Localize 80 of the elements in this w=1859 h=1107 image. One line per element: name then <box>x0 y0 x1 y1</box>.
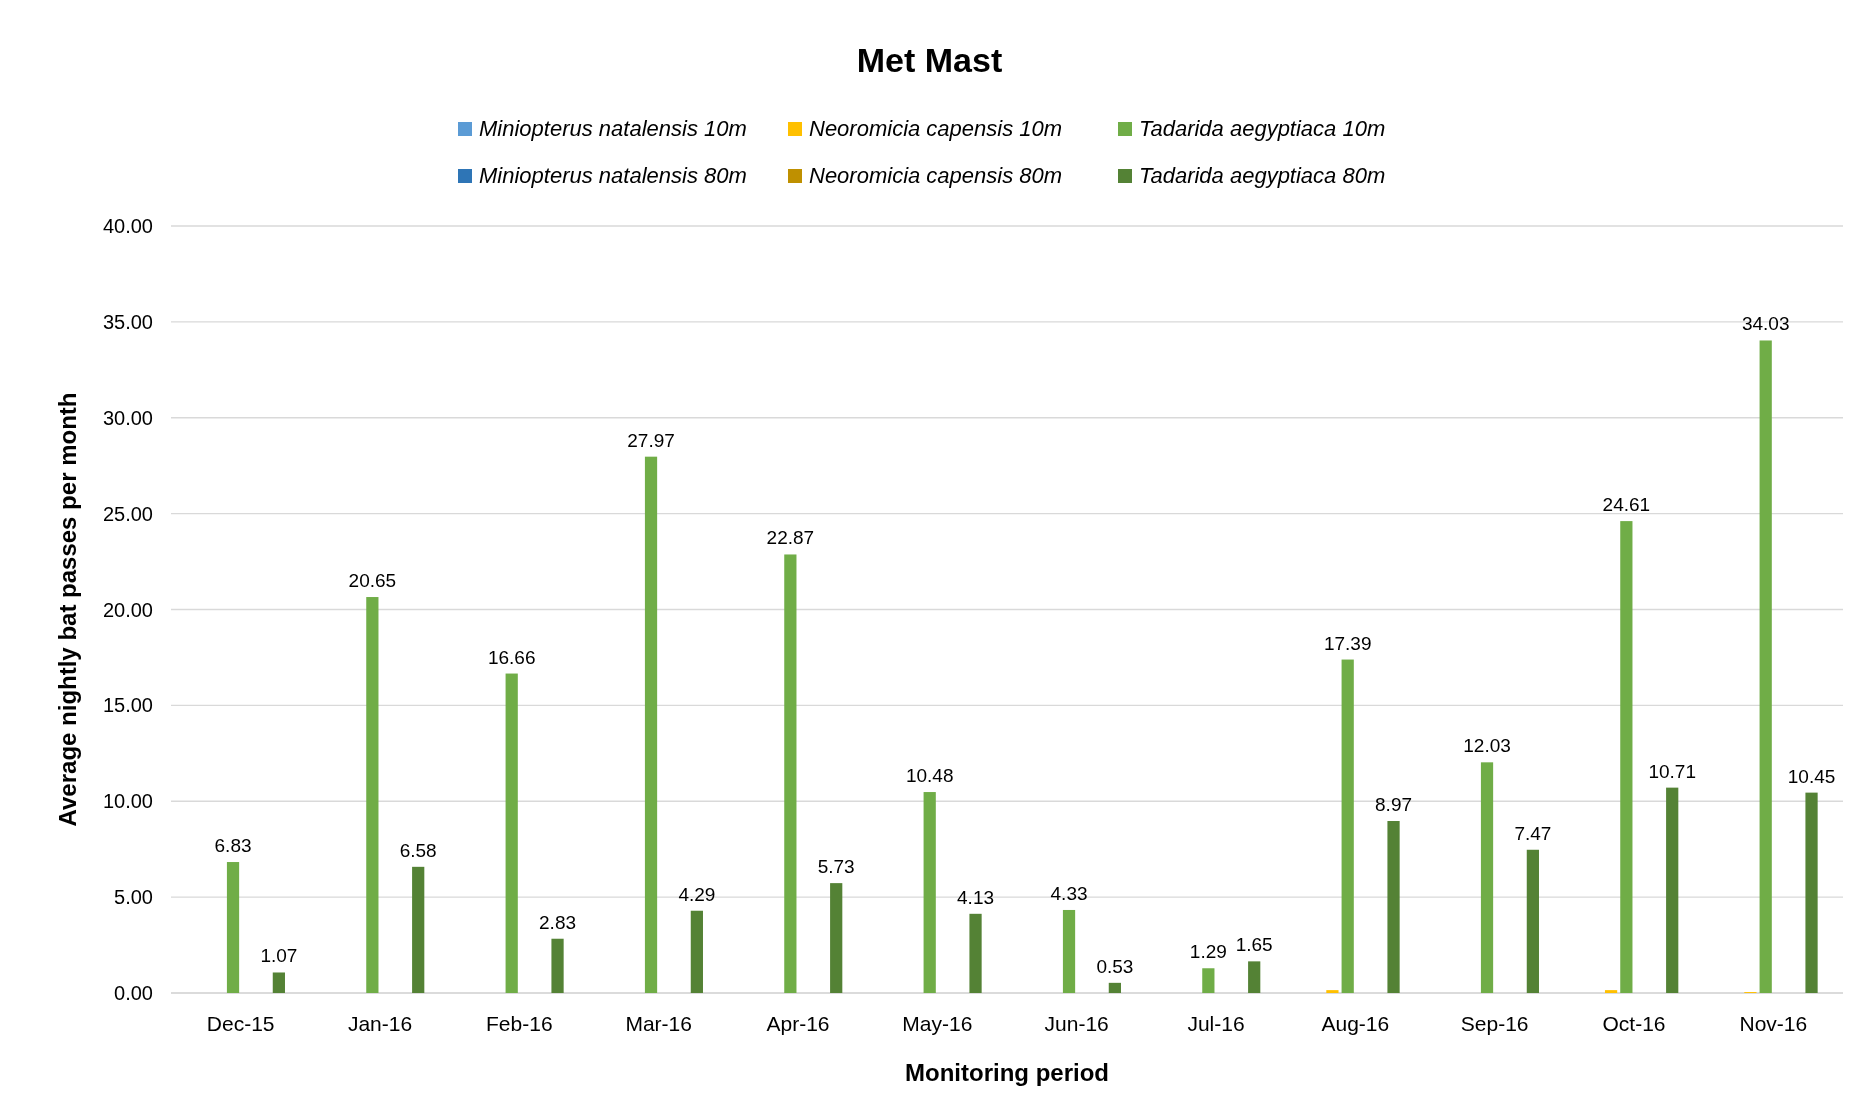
data-label: 6.58 <box>399 839 437 861</box>
y-tick-label: 35.00 <box>102 310 153 333</box>
y-tick-label: 30.00 <box>102 406 153 429</box>
y-tick-label: 10.00 <box>102 790 153 813</box>
bar <box>1326 990 1339 993</box>
data-label: 5.73 <box>817 856 855 878</box>
x-tick-label: Jul-16 <box>1187 1012 1245 1035</box>
bar <box>272 972 285 993</box>
x-tick-label: Oct-16 <box>1602 1012 1666 1035</box>
y-tick-label: 40.00 <box>102 215 153 237</box>
x-tick-label: Feb-16 <box>486 1012 553 1035</box>
x-tick-label: Aug-16 <box>1321 1012 1390 1035</box>
x-tick-label: May-16 <box>902 1012 973 1035</box>
x-tick-label: Jun-16 <box>1044 1012 1109 1035</box>
bar <box>644 456 658 993</box>
bar <box>784 554 797 993</box>
legend-label: Tadarida aegyptiaca 10m <box>1139 116 1386 141</box>
data-label: 22.87 <box>766 527 815 549</box>
data-label: 10.45 <box>1787 765 1836 787</box>
bar <box>505 673 518 993</box>
data-label: 8.97 <box>1375 794 1413 815</box>
bar <box>969 913 982 993</box>
data-label: 2.83 <box>539 911 577 933</box>
bar <box>1480 762 1494 993</box>
bar <box>1666 787 1679 993</box>
bar <box>1526 849 1539 993</box>
data-label: 1.65 <box>1235 934 1273 956</box>
data-label: 12.03 <box>1463 735 1511 757</box>
legend-label: Neoromicia capensis 10m <box>809 116 1063 141</box>
data-label: 10.48 <box>905 765 954 787</box>
x-tick-label: Apr-16 <box>766 1012 830 1035</box>
data-label: 34.03 <box>1741 313 1790 335</box>
bar <box>830 883 843 993</box>
data-label: 6.83 <box>214 835 252 857</box>
y-tick-label: 15.00 <box>102 694 153 717</box>
data-label: 7.47 <box>1514 822 1552 844</box>
legend-label: Miniopterus natalensis 80m <box>479 163 747 188</box>
y-tick-label: 25.00 <box>102 502 153 525</box>
data-label: 4.33 <box>1050 882 1088 904</box>
data-label: 1.07 <box>260 945 298 967</box>
bar <box>366 597 379 993</box>
bar <box>1620 521 1633 993</box>
bar <box>551 938 564 993</box>
bar <box>1341 659 1354 993</box>
y-tick-label: 5.00 <box>114 886 153 909</box>
x-tick-label: Jan-16 <box>347 1012 413 1035</box>
y-tick-label: 0.00 <box>114 982 153 1004</box>
bar <box>1248 961 1261 993</box>
data-label: 4.29 <box>678 883 716 905</box>
bar <box>923 792 936 993</box>
x-axis-title: Monitoring period <box>905 1059 1109 1086</box>
bar <box>1062 909 1076 993</box>
legend-label: Neoromicia capensis 80m <box>809 163 1063 188</box>
bar <box>412 866 425 993</box>
x-tick-label: Sep-16 <box>1460 1012 1529 1035</box>
bar <box>1759 340 1772 993</box>
data-label: 10.71 <box>1648 760 1696 782</box>
y-tick-label: 20.00 <box>102 598 153 621</box>
data-label: 27.97 <box>627 429 675 451</box>
data-label: 20.65 <box>348 570 397 592</box>
data-label: 24.61 <box>1602 494 1651 516</box>
x-tick-label: Nov-16 <box>1739 1012 1808 1035</box>
bar <box>690 910 703 993</box>
bar <box>226 862 240 993</box>
chart-title: Met Mast <box>856 41 1003 79</box>
x-tick-label: Dec-15 <box>206 1012 275 1035</box>
bar <box>1108 982 1121 993</box>
bar <box>1805 792 1818 993</box>
bar <box>1604 990 1618 993</box>
data-label: 1.29 <box>1189 941 1227 963</box>
data-label: 16.66 <box>487 646 536 668</box>
y-axis-title: Average nightly bat passes per month <box>54 392 81 827</box>
data-label: 0.53 <box>1096 955 1134 977</box>
legend-label: Miniopterus natalensis 10m <box>479 116 747 141</box>
data-label: 4.13 <box>957 886 995 908</box>
bar <box>1202 968 1215 993</box>
x-tick-label: Mar-16 <box>625 1012 692 1035</box>
data-label: 17.39 <box>1323 632 1372 654</box>
bar <box>1387 821 1400 993</box>
legend-label: Tadarida aegyptiaca 80m <box>1139 163 1386 188</box>
